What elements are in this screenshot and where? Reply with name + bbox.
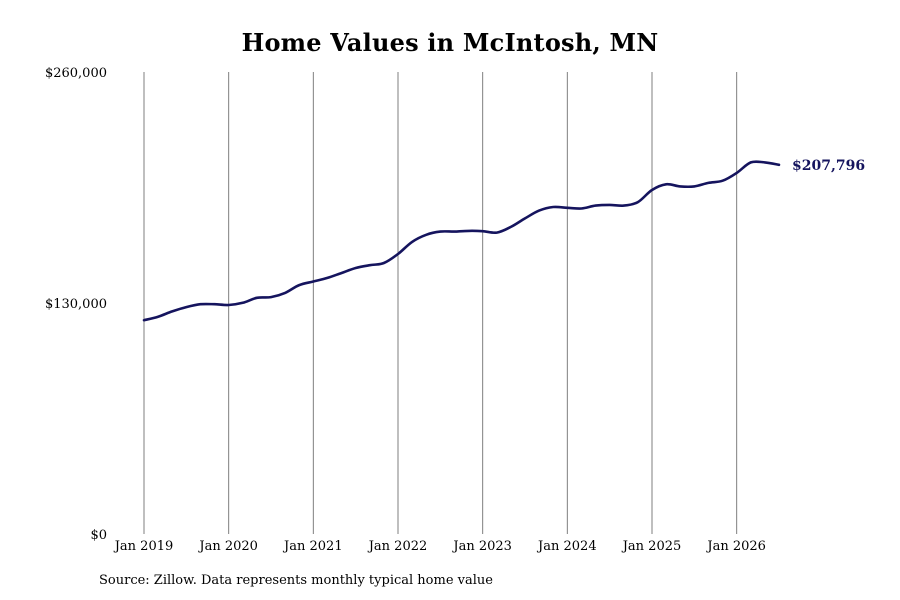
data-point <box>213 303 216 306</box>
y-tick-label: $130,000 <box>45 297 107 312</box>
data-point <box>298 284 301 287</box>
data-point <box>637 201 640 204</box>
data-point <box>481 230 484 233</box>
data-point <box>764 161 767 164</box>
data-point <box>594 204 597 207</box>
y-tick-label: $260,000 <box>45 66 107 81</box>
data-point <box>453 230 456 233</box>
x-tick-label: Jan 2020 <box>197 539 258 554</box>
data-point <box>750 161 753 164</box>
data-point <box>270 296 273 299</box>
data-point <box>721 179 724 182</box>
data-point <box>397 253 400 256</box>
data-point <box>623 204 626 207</box>
x-tick-label: Jan 2021 <box>282 539 343 554</box>
x-tick-label: Jan 2019 <box>113 539 174 554</box>
x-tick-label: Jan 2024 <box>536 539 597 554</box>
source-note: Source: Zillow. Data represents monthly … <box>99 573 493 588</box>
data-point <box>312 280 315 283</box>
data-point <box>199 303 202 306</box>
data-point <box>778 164 781 167</box>
data-point <box>326 277 329 280</box>
x-tick-label: Jan 2023 <box>451 539 512 554</box>
data-point <box>496 231 499 234</box>
data-point <box>580 207 583 210</box>
data-point <box>608 204 611 207</box>
x-tick-label: Jan 2022 <box>367 539 428 554</box>
data-point <box>340 272 343 275</box>
data-point <box>284 292 287 295</box>
x-tick-label: Jan 2026 <box>705 539 766 554</box>
y-tick-label: $0 <box>90 528 107 543</box>
data-point <box>524 217 527 220</box>
data-point <box>369 264 372 267</box>
data-point <box>157 315 160 318</box>
data-point <box>185 306 188 309</box>
data-point <box>693 185 696 188</box>
data-point <box>143 319 146 322</box>
last-value-label: $207,796 <box>792 158 865 174</box>
series-line <box>142 160 781 322</box>
data-point <box>665 183 668 186</box>
data-point <box>256 297 259 300</box>
data-point <box>383 262 386 265</box>
data-point <box>439 230 442 233</box>
data-point <box>467 230 470 233</box>
data-point <box>651 189 654 192</box>
x-axis-ticks: Jan 2019 Jan 2020 Jan 2021 Jan 2022 Jan 2023… <box>113 539 766 554</box>
data-point <box>552 206 555 209</box>
data-point <box>566 207 569 210</box>
data-point <box>354 267 357 270</box>
data-point <box>242 302 245 305</box>
chart-title: Home Values in McIntosh, MN <box>241 28 659 57</box>
data-point <box>411 241 414 244</box>
data-point <box>679 185 682 188</box>
series-layer <box>142 160 781 322</box>
x-tick-label: Jan 2025 <box>621 539 682 554</box>
data-point <box>227 304 230 307</box>
y-axis-ticks: $0 $130,000 $260,000 <box>45 66 107 543</box>
data-point <box>735 172 738 175</box>
gridlines <box>143 72 738 534</box>
data-point <box>171 310 174 313</box>
data-point <box>510 226 513 229</box>
data-point <box>707 182 710 185</box>
data-point <box>538 209 541 212</box>
data-point <box>425 234 428 237</box>
